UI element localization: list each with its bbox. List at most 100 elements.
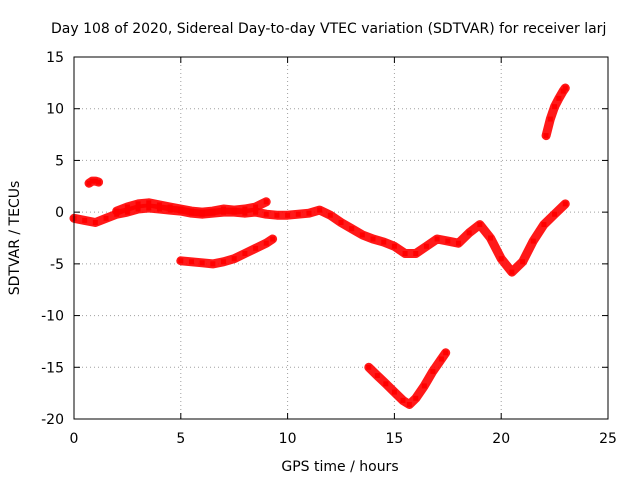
data-point [443,350,449,356]
y-tick-label: -10 [41,309,64,325]
data-point [413,251,419,257]
data-point [370,236,376,242]
data-point [89,178,95,184]
data-point [391,389,397,395]
data-point [242,251,248,257]
data-point [253,245,259,251]
data-point [488,235,494,241]
data-point [366,364,372,370]
data-point [114,208,120,214]
data-point [406,402,412,408]
data-point [92,219,98,225]
data-point [438,356,444,362]
data-point [413,395,419,401]
y-tick-label: 5 [55,153,64,169]
data-point [349,226,355,232]
data-point [477,222,483,228]
x-tick-label: 5 [176,431,185,447]
data-point [199,260,205,266]
data-point [445,238,451,244]
data-point [231,207,237,213]
y-axis-label: SDTVAR / TECUs [7,181,23,296]
data-point [543,133,549,139]
data-point [498,256,504,262]
y-tick-label: 10 [46,102,64,118]
data-point [509,269,515,275]
data-point [562,85,568,91]
data-point [178,206,184,212]
data-point [423,243,429,249]
data-point [82,217,88,223]
data-point [188,259,194,265]
data-point [242,206,248,212]
data-point [103,215,109,221]
data-point [560,88,566,94]
data-point [221,259,227,265]
data-point [383,381,389,387]
data-point [210,261,216,267]
data-point [86,180,92,186]
series-spike-near-1h [84,176,104,188]
data-point [338,219,344,225]
data-point [135,201,141,207]
data-point [402,251,408,257]
data-point [547,116,553,122]
data-point [430,368,436,374]
y-tick-label: -15 [41,360,64,376]
data-point [530,238,536,244]
data-point [92,178,98,184]
x-axis-label: GPS time / hours [281,459,398,475]
series-low-band-5-9h [176,234,278,269]
data-point [221,206,227,212]
data-point [552,211,558,217]
plot-frame [73,56,609,420]
data-point [274,212,280,218]
y-tick-label: 0 [55,205,64,221]
data-point [156,202,162,208]
data-point [466,230,472,236]
data-point [167,204,173,210]
data-point [178,258,184,264]
x-tick-label: 15 [385,431,403,447]
data-point [188,208,194,214]
data-point [263,240,269,246]
data-point [270,236,276,242]
data-point [263,211,269,217]
data-point [556,95,562,101]
data-point [359,232,365,238]
data-point [391,243,397,249]
data-point [400,397,406,403]
x-tick-label: 20 [492,431,510,447]
data-point [374,373,380,379]
data-point [253,204,259,210]
data-point [124,204,130,210]
data-point [285,212,291,218]
x-tick-label: 0 [70,431,79,447]
chart-title: Day 108 of 2020, Sidereal Day-to-day VTE… [51,21,606,37]
x-tick-label: 10 [279,431,297,447]
data-point [199,209,205,215]
data-point [306,210,312,216]
data-point [317,207,323,213]
x-tick-label: 25 [599,431,617,447]
data-point [253,209,259,215]
y-tick-label: 15 [46,50,64,66]
data-point [146,205,152,211]
data-point [231,256,237,262]
data-point [455,240,461,246]
series-line [176,234,278,269]
data-marks [69,83,570,409]
data-point [135,206,141,212]
data-point [562,201,568,207]
data-point [96,179,102,185]
data-point [541,222,547,228]
data-point [263,199,269,205]
data-point [381,239,387,245]
data-point [124,209,130,215]
data-point [421,383,427,389]
series-upper-band [112,197,271,217]
y-tick-label: -20 [41,412,64,428]
y-tick-label: -5 [50,257,64,273]
series-dip-14-17h [364,348,451,409]
